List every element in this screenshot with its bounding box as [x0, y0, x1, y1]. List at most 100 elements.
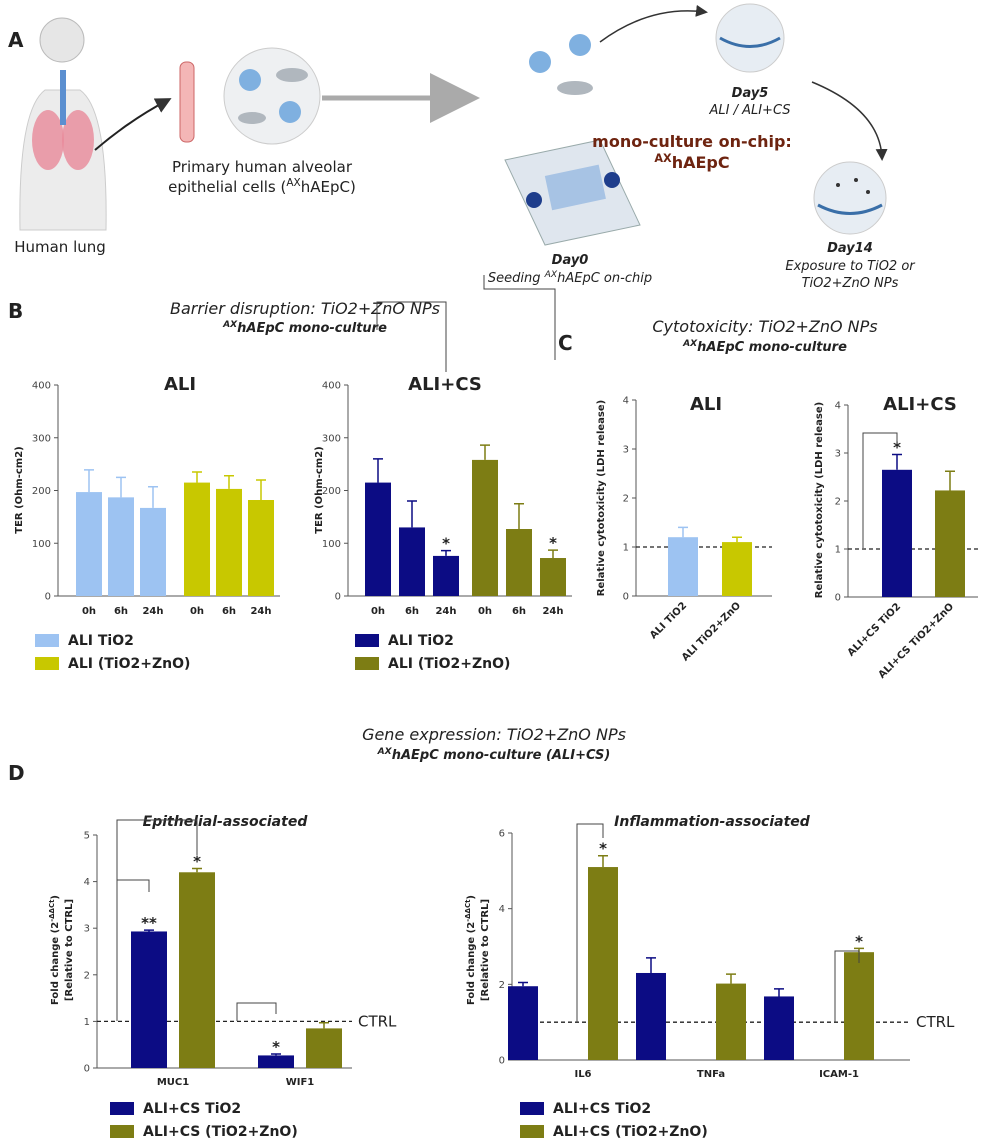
panel-title: Gene expression: TiO2+ZnO NPs: [362, 725, 626, 744]
error-bar: [224, 474, 234, 489]
cell: [238, 112, 266, 124]
y-tick-label: 200: [32, 486, 51, 497]
x-tick-label: TNFa: [697, 1069, 725, 1080]
y-tick-label: 0: [835, 593, 841, 604]
y-axis-label: Relative cytotoxicity (LDH release): [596, 400, 607, 596]
error-bar: [84, 469, 94, 493]
x-tick-label: 6h: [114, 606, 128, 617]
error-bar: [945, 470, 955, 491]
bar: [433, 555, 459, 596]
error-bar: [192, 471, 202, 483]
legend-swatch: [35, 657, 59, 670]
y-tick-label: 3: [623, 445, 629, 456]
panel-subtitle: AXhAEpC mono-culture (ALI+CS): [377, 747, 611, 763]
cell: [279, 101, 301, 123]
error-bar: [256, 479, 266, 500]
chart: 0 2 4 6 Inflammation-associated Fold change (…: [464, 814, 955, 1140]
error-bar: [518, 981, 528, 987]
bracket: [236, 1002, 277, 1021]
legend-label: ALI+CS TiO2: [143, 1101, 241, 1117]
y-tick-label: 1: [623, 543, 629, 554]
bar: [722, 542, 752, 596]
bar: [216, 488, 242, 596]
y-tick-label: 3: [835, 449, 841, 460]
text: ): [466, 895, 477, 900]
bar: [764, 996, 794, 1060]
bar: [716, 983, 746, 1060]
error-bar: [407, 500, 417, 528]
label: Day5: [732, 86, 769, 101]
error-bar: [892, 453, 902, 470]
significance: *: [442, 535, 450, 553]
x-tick-label: ALI TiO2+ZnO: [680, 600, 743, 663]
y-axis-label: TER (Ohm-cm2): [314, 446, 325, 533]
arrow: [811, 81, 888, 161]
legend-label: ALI (TiO2+ZnO): [388, 656, 510, 672]
cells-zoom: [223, 47, 321, 145]
bar: [365, 482, 391, 596]
y-tick-label: 3: [84, 924, 90, 935]
y-tick-label: 2: [835, 497, 841, 508]
error-bar: [148, 486, 158, 508]
significance: *: [193, 853, 201, 871]
chip-wells: [544, 164, 606, 211]
reference-label: CTRL: [916, 1013, 955, 1031]
y-tick-label: 400: [322, 381, 341, 392]
y-tick-label: 100: [322, 539, 341, 550]
error-bar: [319, 1022, 329, 1029]
label: Primary human alveolar: [172, 158, 353, 176]
significance: *: [855, 932, 863, 950]
y-tick-label: 2: [499, 980, 505, 991]
bracket: [834, 950, 860, 1022]
error-bar: [441, 549, 451, 556]
membrane: [817, 203, 883, 215]
error-bar: [116, 476, 126, 498]
legend-label: ALI+CS (TiO2+ZnO): [143, 1124, 298, 1140]
lung: [32, 110, 64, 170]
superscript: AX: [682, 339, 698, 349]
label: Seeding AXhAEpC on-chip: [488, 270, 652, 286]
chart-title: ALI+CS: [408, 374, 482, 395]
y-tick-label: 4: [84, 877, 90, 888]
x-tick-label: 24h: [542, 606, 563, 617]
bar: [935, 490, 965, 597]
text: Fold change (2: [466, 922, 477, 1005]
error-bar: [598, 854, 608, 868]
panel-label: D: [8, 761, 25, 785]
x-tick-label: WIF1: [286, 1077, 315, 1088]
y-tick-label: 6: [499, 829, 505, 840]
panel-subtitle: AXhAEpC mono-culture: [682, 339, 847, 355]
bar: [882, 469, 912, 597]
bar: [668, 537, 698, 596]
chart: 0 1 2 3 4 ALI+CS Relative cytotoxicity (LDH re…: [814, 394, 978, 681]
y-tick-label: 4: [835, 401, 841, 412]
legend-label: ALI+CS TiO2: [553, 1101, 651, 1117]
x-tick-label: 0h: [82, 606, 96, 617]
legend-label: ALI+CS (TiO2+ZnO): [553, 1124, 708, 1140]
superscript: AX: [222, 320, 238, 330]
bracket: [576, 823, 604, 1022]
cell: [569, 34, 591, 56]
bar: [508, 986, 538, 1060]
y-axis-label: Relative cytotoxicity (LDH release): [814, 402, 825, 598]
legend-swatch: [355, 634, 379, 647]
bar: [248, 499, 274, 596]
superscript: AX: [377, 747, 393, 757]
reference-label: CTRL: [358, 1012, 397, 1030]
y-tick-label: 0: [45, 592, 51, 603]
error-bar: [271, 1053, 281, 1056]
significance: *: [549, 534, 557, 552]
chart: 0 100 200 300 400 ALI+CS TER (Ohm-cm2) 0h 6h * 24h…: [314, 275, 572, 672]
text: Relative cytotoxicity (LDH release): [596, 400, 607, 596]
x-tick-label: ALI TiO2: [648, 600, 689, 641]
day14-icon: [813, 161, 887, 235]
error-bar: [480, 444, 490, 460]
panel-title: Cytotoxicity: TiO2+ZnO NPs: [652, 317, 877, 336]
legend-swatch: [520, 1125, 544, 1138]
significance: *: [599, 840, 607, 858]
text: hAEpC mono-culture: [237, 321, 387, 336]
significance: *: [272, 1038, 280, 1056]
panel-label: B: [8, 299, 23, 323]
label: ALI / ALI+CS: [708, 103, 790, 118]
trachea: [60, 70, 66, 125]
